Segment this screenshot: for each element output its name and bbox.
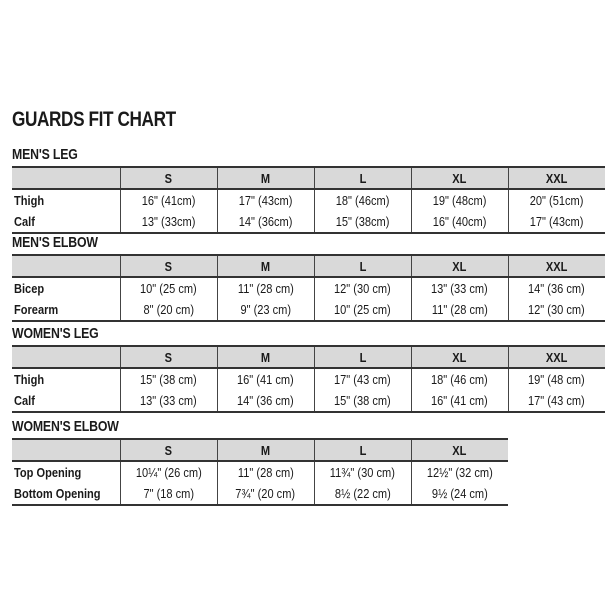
size-header: S	[119, 255, 217, 277]
measurement-cell: 8½ (22 cm)	[313, 483, 411, 505]
row-label: Calf	[14, 393, 35, 408]
measurement-cell: 17" (43 cm)	[313, 368, 411, 390]
size-header: XL	[410, 255, 508, 277]
header-row: S M L XL	[12, 439, 508, 461]
size-header: XL	[410, 439, 508, 461]
measurement-cell: 10" (25 cm)	[119, 277, 217, 299]
size-header: S	[119, 346, 217, 368]
measurement-cell: 11" (28 cm)	[410, 299, 508, 321]
size-header: S	[119, 439, 217, 461]
size-section: WOMEN'S ELBOW S M L XL Top Opening 10¼" (26 cm…	[12, 418, 508, 506]
header-row: S M L XL XXL	[12, 346, 605, 368]
table-row: Thigh 16" (41cm) 17" (43cm) 18" (46cm) 19" (…	[12, 189, 605, 211]
size-header: L	[313, 439, 411, 461]
measurement-cell: 13" (33 cm)	[410, 277, 508, 299]
header-blank	[12, 346, 120, 368]
measurement-cell: 18" (46 cm)	[410, 368, 508, 390]
size-header: XXL	[507, 167, 605, 189]
size-header: M	[216, 346, 314, 368]
measurement-cell: 11" (28 cm)	[216, 277, 314, 299]
size-header: XL	[410, 346, 508, 368]
header-blank	[12, 167, 120, 189]
measurement-cell: 14" (36 cm)	[216, 390, 314, 412]
measurement-cell: 10" (25 cm)	[313, 299, 411, 321]
size-header: S	[119, 167, 217, 189]
measurement-cell: 17" (43 cm)	[507, 390, 605, 412]
section-title: WOMEN'S ELBOW	[12, 418, 119, 435]
size-header: M	[216, 255, 314, 277]
measurement-cell: 19" (48cm)	[410, 189, 508, 211]
measurement-cell: 19" (48 cm)	[507, 368, 605, 390]
measurement-cell: 14" (36 cm)	[507, 277, 605, 299]
measurement-cell: 16" (41 cm)	[216, 368, 314, 390]
measurement-cell: 12" (30 cm)	[313, 277, 411, 299]
row-label: Top Opening	[14, 465, 82, 480]
measurement-cell: 20" (51cm)	[507, 189, 605, 211]
table-row: Thigh 15" (38 cm) 16" (41 cm) 17" (43 cm) 18…	[12, 368, 605, 390]
header-row: S M L XL XXL	[12, 167, 605, 189]
row-label: Bottom Opening	[14, 486, 101, 501]
measurement-cell: 9½ (24 cm)	[410, 483, 508, 505]
measurement-cell: 14" (36cm)	[216, 211, 314, 233]
measurement-cell: 9" (23 cm)	[216, 299, 314, 321]
table-row: Calf 13" (33 cm) 14" (36 cm) 15" (38 cm) 16"…	[12, 390, 605, 412]
size-section: MEN'S ELBOW S M L XL XXL Bicep 10" (25 cm) 11" (…	[12, 234, 605, 322]
measurement-cell: 16" (40cm)	[410, 211, 508, 233]
row-label: Calf	[14, 214, 35, 229]
size-header: XXL	[507, 346, 605, 368]
measurement-cell: 11" (28 cm)	[216, 461, 314, 483]
row-label: Bicep	[14, 281, 45, 296]
measurement-cell: 15" (38 cm)	[119, 368, 217, 390]
measurement-cell: 12" (30 cm)	[507, 299, 605, 321]
table-row: Calf 13" (33cm) 14" (36cm) 15" (38cm) 16" (4…	[12, 211, 605, 233]
measurement-cell: 10¼" (26 cm)	[119, 461, 217, 483]
header-blank	[12, 255, 120, 277]
table-row: Bottom Opening 7" (18 cm) 7¾" (20 cm) 8½ (2…	[12, 483, 508, 505]
row-label: Thigh	[14, 372, 45, 387]
size-section: WOMEN'S LEG S M L XL XXL Thigh 15" (38 cm) 16" (…	[12, 325, 605, 413]
measurement-cell: 13" (33cm)	[119, 211, 217, 233]
measurement-cell: 13" (33 cm)	[119, 390, 217, 412]
header-row: S M L XL XXL	[12, 255, 605, 277]
size-table: S M L XL XXL Thigh 15" (38 cm) 16" (41 cm) 17" (…	[12, 345, 605, 413]
section-title: WOMEN'S LEG	[12, 325, 99, 342]
row-label: Forearm	[14, 302, 59, 317]
page-title: GUARDS FIT CHART	[12, 108, 176, 131]
table-row: Top Opening 10¼" (26 cm) 11" (28 cm) 11¾" (…	[12, 461, 508, 483]
measurement-cell: 8" (20 cm)	[119, 299, 217, 321]
size-header: L	[313, 255, 411, 277]
header-blank	[12, 439, 120, 461]
size-section: MEN'S LEG S M L XL XXL Thigh 16" (41cm) 17" (43c…	[12, 146, 605, 234]
size-header: M	[216, 167, 314, 189]
section-title: MEN'S ELBOW	[12, 234, 98, 251]
measurement-cell: 7¾" (20 cm)	[216, 483, 314, 505]
size-table: S M L XL Top Opening 10¼" (26 cm) 11" (28 cm) 1…	[12, 438, 508, 506]
measurement-cell: 16" (41 cm)	[410, 390, 508, 412]
measurement-cell: 18" (46cm)	[313, 189, 411, 211]
measurement-cell: 11¾" (30 cm)	[313, 461, 411, 483]
measurement-cell: 15" (38 cm)	[313, 390, 411, 412]
measurement-cell: 17" (43cm)	[216, 189, 314, 211]
measurement-cell: 17" (43cm)	[507, 211, 605, 233]
size-table: S M L XL XXL Bicep 10" (25 cm) 11" (28 cm) 12" (…	[12, 254, 605, 322]
table-row: Forearm 8" (20 cm) 9" (23 cm) 10" (25 cm) 11…	[12, 299, 605, 321]
table-row: Bicep 10" (25 cm) 11" (28 cm) 12" (30 cm) 13…	[12, 277, 605, 299]
measurement-cell: 12½" (32 cm)	[410, 461, 508, 483]
measurement-cell: 7" (18 cm)	[119, 483, 217, 505]
size-table: S M L XL XXL Thigh 16" (41cm) 17" (43cm) 18" (46…	[12, 166, 605, 234]
measurement-cell: 15" (38cm)	[313, 211, 411, 233]
size-header: XL	[410, 167, 508, 189]
size-header: L	[313, 167, 411, 189]
size-header: M	[216, 439, 314, 461]
section-title: MEN'S LEG	[12, 146, 78, 163]
measurement-cell: 16" (41cm)	[119, 189, 217, 211]
row-label: Thigh	[14, 193, 45, 208]
size-header: XXL	[507, 255, 605, 277]
size-header: L	[313, 346, 411, 368]
